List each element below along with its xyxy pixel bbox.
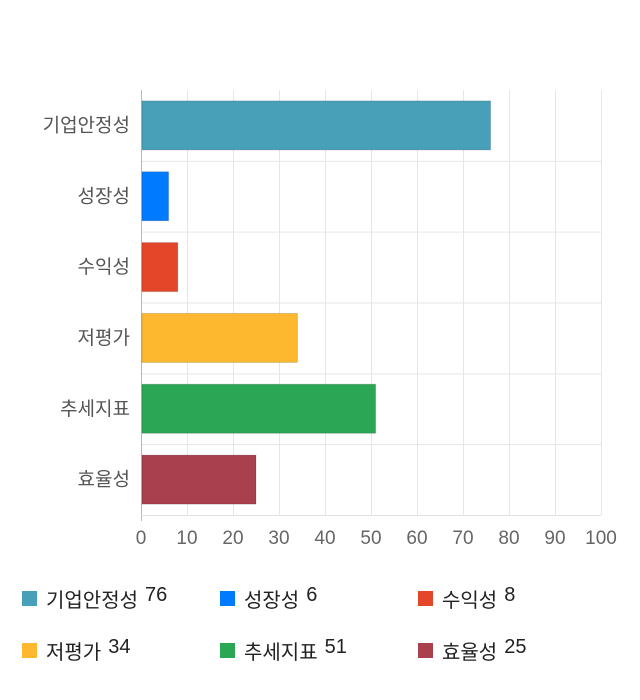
x-tick-label: 70 (452, 528, 473, 549)
legend-item: 저평가 34 (22, 632, 220, 668)
legend-swatch (22, 590, 37, 606)
x-tick-label: 30 (268, 528, 289, 549)
legend-category: 성장성 (244, 587, 300, 612)
legend-label: 효율성 25 (442, 636, 526, 665)
legend-label: 성장성 6 (244, 584, 317, 613)
x-tick-label: 20 (222, 528, 243, 549)
legend-label: 저평가 34 (46, 636, 130, 665)
x-tick-label: 50 (360, 528, 381, 549)
legend-value: 76 (145, 583, 168, 606)
legend-value: 51 (324, 635, 347, 658)
legend-category: 저평가 (46, 639, 102, 664)
legend-category: 추세지표 (244, 639, 318, 664)
bar (141, 383, 377, 434)
y-tick-label: 효율성 (78, 469, 130, 491)
legend-swatch (418, 642, 433, 658)
legend-item: 기업안정성 76 (22, 580, 220, 616)
legend-label: 추세지표 51 (244, 636, 347, 665)
legend-value: 6 (306, 583, 318, 606)
chart-legend: 기업안정성 76 성장성 6 수익성 8 저평가 34 추세지표 51 효율성 25 (22, 580, 622, 684)
x-tick-label: 10 (176, 528, 197, 549)
legend-swatch (22, 642, 37, 658)
legend-category: 수익성 (442, 587, 498, 612)
legend-swatch (220, 642, 235, 658)
x-tick-label: 90 (544, 528, 565, 549)
legend-category: 기업안정성 (46, 587, 138, 612)
x-tick-label: 100 (585, 528, 617, 549)
legend-category: 효율성 (442, 639, 498, 664)
y-tick-label: 추세지표 (60, 398, 130, 420)
legend-swatch (220, 590, 235, 606)
bar (141, 454, 257, 505)
x-tick-label: 80 (498, 528, 519, 549)
bar (141, 242, 179, 293)
legend-item: 효율성 25 (418, 632, 616, 668)
x-tick-label: 40 (314, 528, 335, 549)
y-tick-label: 성장성 (78, 185, 130, 207)
bar (141, 171, 170, 222)
legend-swatch (418, 590, 433, 606)
legend-item: 수익성 8 (418, 580, 616, 616)
y-tick-label: 수익성 (78, 256, 130, 278)
legend-label: 기업안정성 76 (46, 584, 167, 613)
y-tick-label: 저평가 (78, 327, 130, 349)
legend-value: 8 (504, 583, 516, 606)
legend-item: 추세지표 51 (220, 632, 418, 668)
legend-value: 34 (108, 635, 131, 658)
legend-item: 성장성 6 (220, 580, 418, 616)
x-tick-label: 60 (406, 528, 427, 549)
legend-value: 25 (504, 635, 527, 658)
legend-label: 수익성 8 (442, 584, 515, 613)
x-tick-label: 0 (136, 528, 147, 549)
bar (141, 312, 298, 363)
bar (141, 100, 492, 151)
y-tick-label: 기업안정성 (43, 114, 130, 136)
